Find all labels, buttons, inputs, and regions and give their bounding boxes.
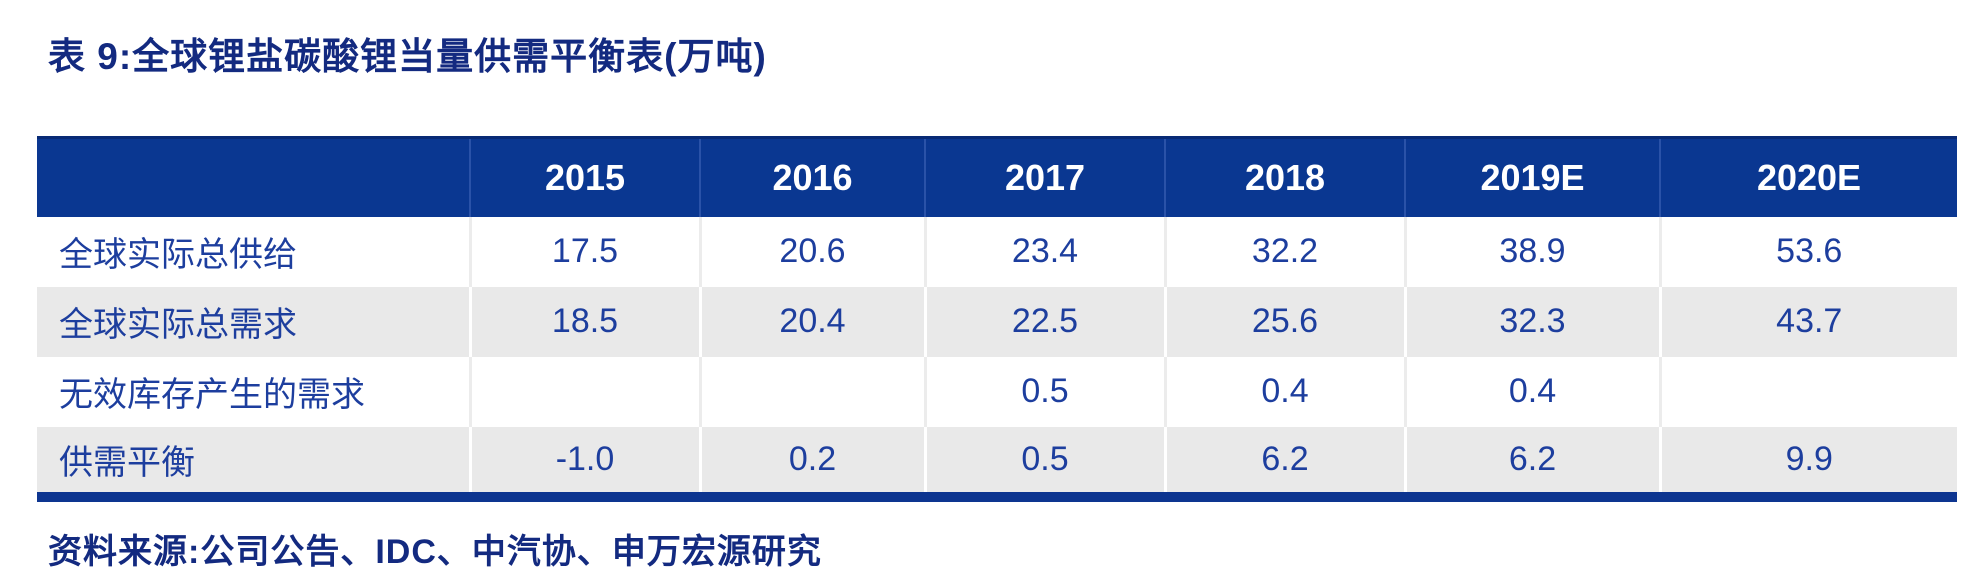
table-cell bbox=[698, 356, 925, 427]
table-row-inventory-demand: 无效库存产生的需求 0.5 0.4 0.4 bbox=[37, 356, 1957, 427]
table-cell: 0.4 bbox=[1403, 356, 1660, 427]
header-cell-year: 2016 bbox=[699, 137, 925, 217]
row-label: 全球实际总供给 bbox=[59, 236, 297, 274]
table-cell: 25.6 bbox=[1163, 286, 1405, 357]
table-cell: 20.6 bbox=[698, 216, 925, 287]
table-cell: 0.2 bbox=[698, 426, 925, 497]
table-cell: 32.3 bbox=[1403, 286, 1660, 357]
table-cell: 6.2 bbox=[1403, 426, 1660, 497]
table-header-row: 2015 2016 2017 2018 2019E 2020E bbox=[37, 137, 1957, 217]
supply-demand-balance-table: 2015 2016 2017 2018 2019E 2020E 全球实际总供给 … bbox=[37, 136, 1957, 502]
table-row-balance: 供需平衡 -1.0 0.2 0.5 6.2 6.2 9.9 bbox=[37, 426, 1957, 497]
table-cell: 32.2 bbox=[1163, 216, 1405, 287]
source-note: 资料来源:公司公告、IDC、中汽协、申万宏源研究 bbox=[48, 533, 822, 571]
figure-title: 表 9:全球锂盐碳酸锂当量供需平衡表(万吨) bbox=[48, 36, 767, 77]
header-cell-year: 2019E bbox=[1404, 137, 1660, 217]
header-cell-year: 2015 bbox=[469, 137, 700, 217]
table-cell: 0.5 bbox=[923, 426, 1165, 497]
header-cell-year: 2018 bbox=[1164, 137, 1405, 217]
header-cell-empty bbox=[37, 137, 470, 217]
table-row-demand: 全球实际总需求 18.5 20.4 22.5 25.6 32.3 43.7 bbox=[37, 286, 1957, 357]
table-cell bbox=[1658, 356, 1957, 427]
table-cell: 43.7 bbox=[1658, 286, 1957, 357]
table-cell: 20.4 bbox=[698, 286, 925, 357]
row-label: 供需平衡 bbox=[59, 443, 195, 482]
table-cell: 0.4 bbox=[1163, 356, 1405, 427]
header-cell-year: 2020E bbox=[1659, 137, 1957, 217]
table-cell: 9.9 bbox=[1658, 426, 1957, 497]
header-cell-year: 2017 bbox=[924, 137, 1165, 217]
table-cell: 22.5 bbox=[923, 286, 1165, 357]
table-cell bbox=[468, 356, 700, 427]
table-cell: 6.2 bbox=[1163, 426, 1405, 497]
table-row-supply: 全球实际总供给 17.5 20.6 23.4 32.2 38.9 53.6 bbox=[37, 216, 1957, 287]
table-cell: 53.6 bbox=[1658, 216, 1957, 287]
row-label: 全球实际总需求 bbox=[59, 306, 297, 344]
table-cell: 0.5 bbox=[923, 356, 1165, 427]
table-cell: 38.9 bbox=[1403, 216, 1660, 287]
table-cell: -1.0 bbox=[468, 426, 700, 497]
table-cell: 23.4 bbox=[923, 216, 1165, 287]
table-cell: 17.5 bbox=[468, 216, 700, 287]
table-cell: 18.5 bbox=[468, 286, 700, 357]
row-label: 无效库存产生的需求 bbox=[59, 376, 365, 414]
